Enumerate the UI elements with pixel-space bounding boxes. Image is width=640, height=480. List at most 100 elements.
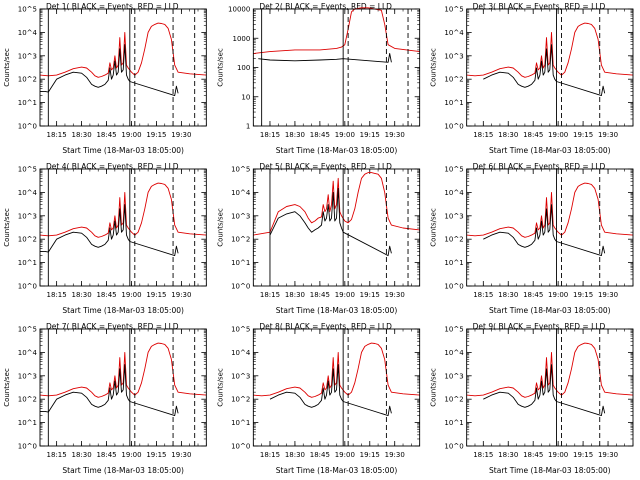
y-tick-label: 10^0 (231, 443, 250, 451)
y-tick-label: 10^1 (18, 259, 37, 267)
panel-9: Det 9( BLACK = Events, RED = LLD Counts/s… (430, 322, 634, 475)
y-tick-label: 10^1 (444, 259, 463, 267)
x-axis-label: Start Time (18-Mar-03 18:05:00) (489, 146, 611, 155)
panel-4: Det 4( BLACK = Events, RED = LLD Counts/s… (3, 162, 207, 315)
panel-title: Det 4( BLACK = Events, RED = LLD (46, 162, 179, 171)
y-tick-label: 10^1 (18, 419, 37, 427)
x-tick-label: 18:30 (71, 291, 91, 299)
y-tick-label: 10^3 (444, 372, 463, 380)
x-tick-label: 18:30 (285, 291, 305, 299)
x-tick-label: 18:30 (285, 451, 305, 459)
x-tick-label: 19:00 (335, 131, 355, 139)
y-tick-label: 10^2 (18, 236, 37, 244)
panel-title: Det 5( BLACK = Events, RED = LLD (259, 162, 392, 171)
series-events-line (483, 44, 606, 97)
series-events-line (483, 364, 606, 417)
y-tick-label: 10^5 (18, 326, 37, 334)
x-tick-label: 18:15 (473, 291, 493, 299)
x-tick-label: 19:00 (121, 291, 141, 299)
y-tick-label: 10^5 (444, 326, 463, 334)
series-events-line (258, 53, 392, 63)
x-tick-label: 19:15 (146, 451, 166, 459)
x-tick-label: 18:45 (310, 131, 330, 139)
y-tick-label: 10^3 (18, 372, 37, 380)
x-tick-label: 19:30 (385, 131, 405, 139)
x-tick-label: 18:15 (47, 131, 67, 139)
x-tick-label: 18:30 (498, 451, 518, 459)
panel-title: Det 1( BLACK = Events, RED = LLD (46, 2, 179, 11)
x-tick-label: 18:15 (260, 291, 280, 299)
x-tick-label: 19:00 (548, 291, 568, 299)
y-tick-label: 10^3 (231, 372, 250, 380)
y-tick-label: 10^2 (444, 236, 463, 244)
series-events-line (40, 364, 179, 417)
panel-title: Det 6( BLACK = Events, RED = LLD (473, 162, 606, 171)
panel-7: Det 7( BLACK = Events, RED = LLD Counts/s… (3, 322, 207, 475)
x-tick-label: 18:15 (260, 451, 280, 459)
y-tick-label: 10^2 (231, 236, 250, 244)
series-lld-line (253, 172, 420, 236)
y-tick-label: 10^1 (18, 99, 37, 107)
y-axis-label: Counts/sec (3, 368, 11, 407)
y-tick-label: 10^0 (231, 283, 250, 291)
panel-8: Det 8( BLACK = Events, RED = LLD Counts/s… (216, 322, 421, 475)
panel-title: Det 2( BLACK = Events, RED = LLD (259, 2, 392, 11)
x-tick-label: 18:45 (523, 291, 543, 299)
y-axis-label: Counts/sec (430, 368, 438, 407)
x-tick-label: 19:15 (573, 131, 593, 139)
x-tick-label: 19:15 (360, 291, 380, 299)
y-tick-label: 100 (237, 64, 250, 72)
y-tick-label: 10^5 (18, 6, 37, 14)
x-tick-label: 19:00 (121, 451, 141, 459)
x-tick-label: 19:30 (385, 451, 405, 459)
x-tick-label: 19:30 (598, 291, 618, 299)
y-tick-label: 10^4 (231, 189, 251, 197)
y-tick-label: 1 (246, 123, 250, 131)
y-tick-label: 10^3 (231, 212, 250, 220)
series-lld-line (466, 182, 634, 238)
x-tick-label: 19:00 (121, 131, 141, 139)
y-tick-label: 10^1 (444, 99, 463, 107)
x-tick-label: 19:00 (548, 451, 568, 459)
y-tick-label: 10^4 (18, 189, 38, 197)
x-axis-label: Start Time (18-Mar-03 18:05:00) (276, 466, 398, 475)
y-tick-label: 10^4 (444, 189, 464, 197)
plot-frame (252, 168, 421, 287)
series-events-line (40, 204, 179, 257)
x-tick-label: 19:30 (171, 291, 191, 299)
y-tick-label: 10^4 (18, 349, 38, 357)
y-axis-label: Counts/sec (430, 48, 438, 87)
y-tick-label: 10^3 (18, 212, 37, 220)
y-tick-label: 10 (241, 93, 250, 101)
series-events-line (269, 187, 392, 257)
y-tick-label: 10^1 (231, 259, 250, 267)
plot-frame (252, 328, 421, 447)
x-axis-label: Start Time (18-Mar-03 18:05:00) (276, 306, 398, 315)
plot-frame (39, 168, 207, 287)
y-tick-label: 10^1 (444, 419, 463, 427)
x-tick-label: 19:30 (598, 451, 618, 459)
x-axis-label: Start Time (18-Mar-03 18:05:00) (489, 466, 611, 475)
x-tick-label: 18:45 (523, 451, 543, 459)
y-tick-label: 10^1 (231, 419, 250, 427)
x-tick-label: 19:15 (573, 291, 593, 299)
y-tick-label: 10^0 (18, 123, 37, 131)
series-lld-line (253, 7, 420, 54)
y-tick-label: 10^3 (444, 52, 463, 60)
y-tick-label: 10^4 (231, 349, 251, 357)
x-tick-label: 19:30 (598, 131, 618, 139)
y-tick-label: 10^2 (18, 396, 37, 404)
x-axis-label: Start Time (18-Mar-03 18:05:00) (62, 466, 184, 475)
x-tick-label: 19:15 (146, 291, 166, 299)
plot-frame (466, 8, 634, 127)
x-axis-label: Start Time (18-Mar-03 18:05:00) (276, 146, 398, 155)
y-tick-label: 10^0 (18, 283, 37, 291)
y-axis-label: Counts/sec (216, 48, 224, 87)
y-axis-label: Counts/sec (216, 368, 224, 407)
x-tick-label: 19:15 (360, 451, 380, 459)
x-tick-label: 19:00 (335, 451, 355, 459)
y-tick-label: 10^2 (18, 76, 37, 84)
x-tick-label: 18:15 (47, 451, 67, 459)
x-axis-label: Start Time (18-Mar-03 18:05:00) (62, 146, 184, 155)
y-tick-label: 10^3 (18, 52, 37, 60)
